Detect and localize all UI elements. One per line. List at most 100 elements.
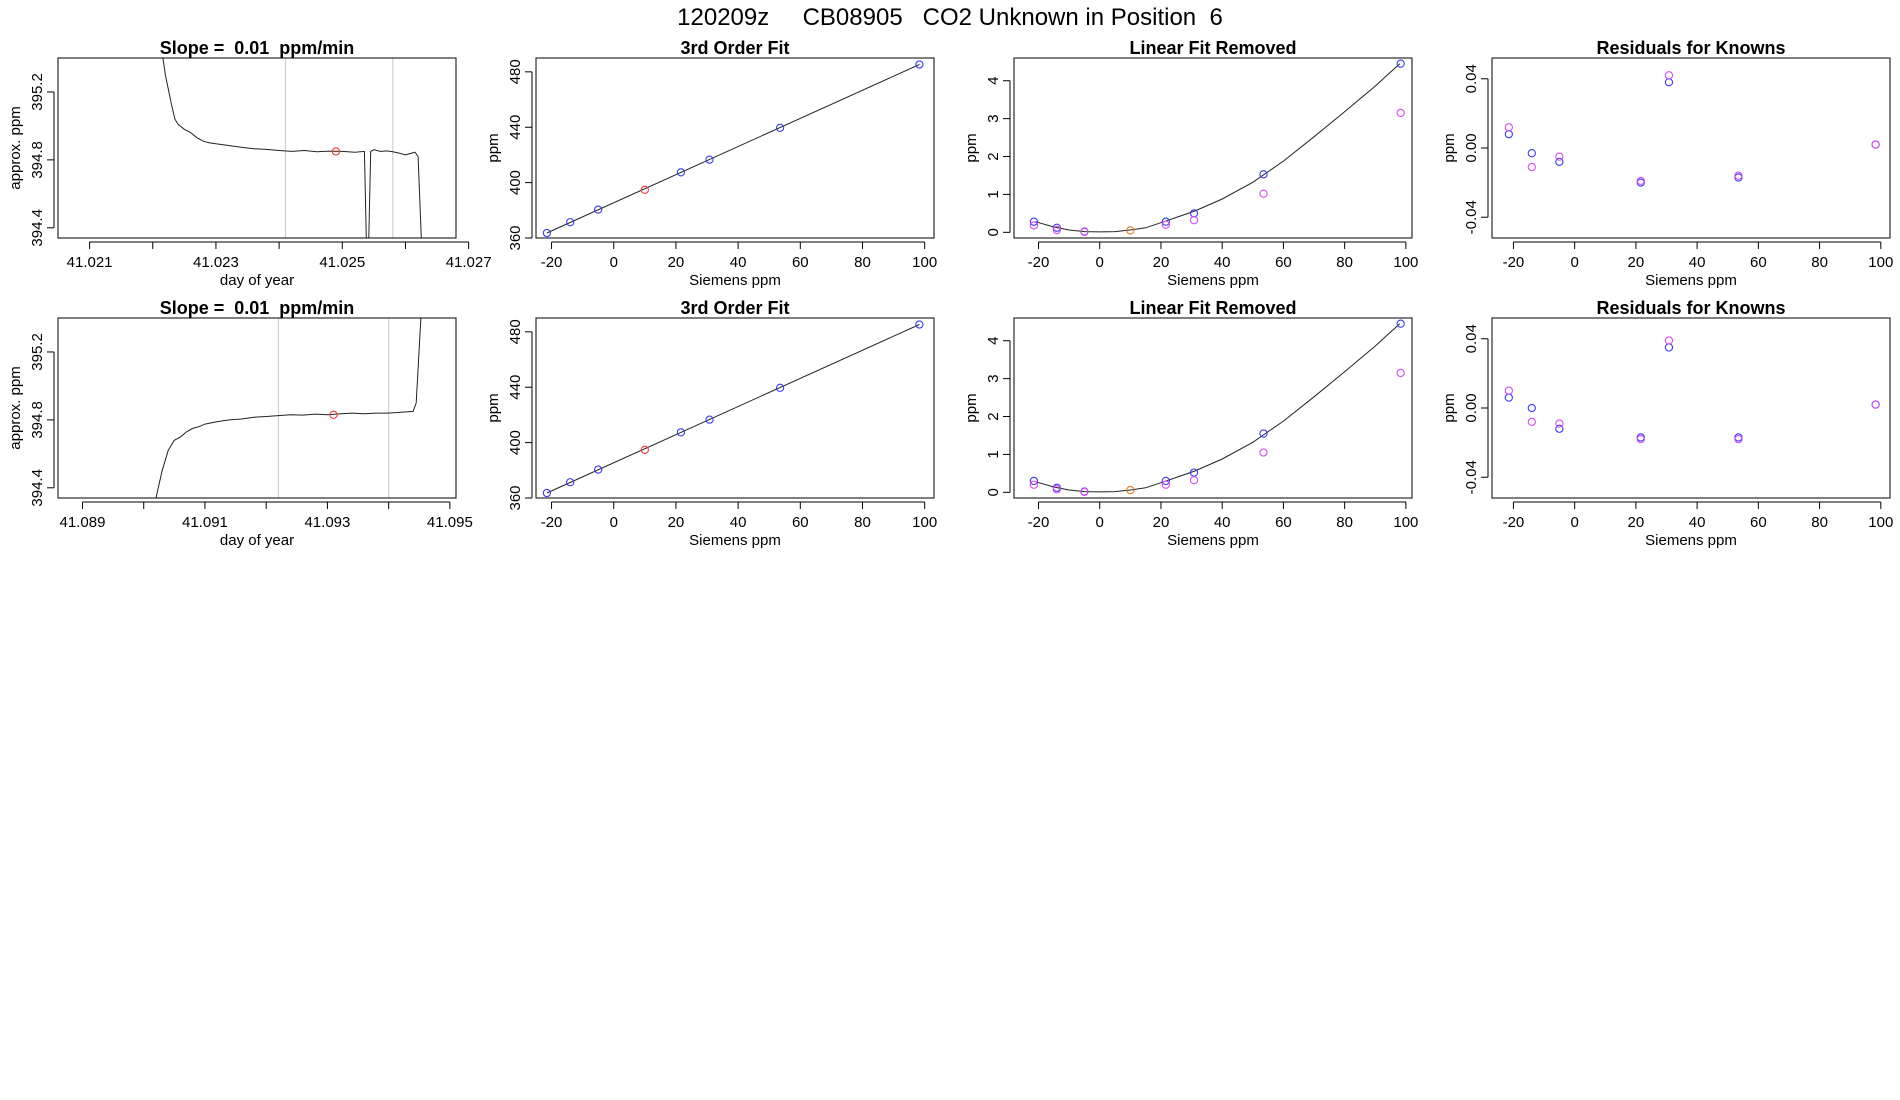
plot-area — [542, 320, 924, 498]
x-tick-label: 40 — [730, 514, 747, 531]
point-knowns-linear — [1396, 368, 1405, 378]
x-tick-label: 100 — [1393, 514, 1418, 531]
x-tick-label: 80 — [1336, 514, 1353, 531]
y-tick-label: 360 — [507, 225, 524, 250]
x-tick-label: 80 — [854, 514, 871, 531]
y-tick-label: 395.2 — [29, 333, 46, 371]
x-tick-label: -20 — [1503, 514, 1525, 531]
point-knowns — [705, 415, 714, 424]
point-residual-fit — [1504, 393, 1513, 402]
y-tick-label: -0.04 — [1463, 200, 1480, 234]
x-tick-label: 100 — [912, 254, 937, 271]
y-tick-label: 2 — [985, 152, 1002, 160]
y-tick-label: 2 — [985, 412, 1002, 420]
x-tick-label: 0 — [1570, 514, 1578, 531]
point-knowns-linear — [1189, 476, 1199, 485]
point-residual-fit — [1527, 149, 1536, 158]
point-knowns — [915, 60, 924, 69]
point-residual-alt — [1527, 162, 1536, 172]
point-knowns-fit — [1396, 59, 1405, 68]
x-axis-label: day of year — [220, 532, 294, 549]
point-residual-alt — [1871, 140, 1880, 149]
y-axis-label: ppm — [1441, 133, 1458, 162]
x-tick-label: 41.023 — [193, 254, 239, 271]
point-residual-alt — [1871, 400, 1880, 409]
chart-title: Linear Fit Removed — [1129, 298, 1296, 318]
x-tick-label: 20 — [668, 514, 685, 531]
fit-curve — [1035, 63, 1401, 233]
x-tick-label: 60 — [792, 254, 809, 271]
chart-title: 3rd Order Fit — [680, 298, 789, 318]
x-tick-label: 60 — [1750, 254, 1767, 271]
point-residual-fit — [1555, 424, 1564, 433]
point-knowns-fit — [1029, 476, 1039, 486]
point-knowns — [775, 383, 785, 392]
x-tick-label: 80 — [854, 254, 871, 271]
y-tick-label: 3 — [985, 374, 1002, 382]
y-tick-label: 440 — [507, 115, 524, 140]
x-tick-label: 100 — [912, 514, 937, 531]
x-tick-label: 40 — [1214, 514, 1231, 531]
point-knowns-fit — [1161, 217, 1171, 226]
y-tick-label: 0.00 — [1463, 393, 1480, 422]
y-tick-label: 4 — [985, 337, 1002, 345]
point-residual-alt — [1555, 152, 1564, 161]
y-axis-label: ppm — [963, 133, 980, 162]
x-tick-label: 41.091 — [182, 514, 228, 531]
point-knowns-linear — [1259, 189, 1268, 198]
x-tick-label: 60 — [1275, 514, 1292, 531]
x-axis-label: Siemens ppm — [1645, 272, 1737, 289]
chart-r1-fit: -20 0 20 40 60 80 100 Siemens ppm 360 400 440 480 pp… — [485, 38, 937, 289]
point-residual-alt — [1636, 435, 1645, 444]
x-tick-label: 80 — [1811, 254, 1828, 271]
y-tick-label: 0 — [985, 488, 1002, 496]
x-tick-label: 80 — [1336, 254, 1353, 271]
x-axis-label: Siemens ppm — [689, 532, 781, 549]
y-tick-label: 400 — [507, 430, 524, 455]
x-tick-label: -20 — [541, 254, 563, 271]
chart-r2-residuals: -20 0 20 40 60 80 100 Siemens ppm -0.04 0.00 0.04 p… — [1441, 298, 1893, 549]
point-highlight — [331, 147, 341, 156]
point-knowns-fit — [1259, 429, 1268, 438]
point-knowns — [594, 205, 603, 214]
point-knowns — [542, 228, 552, 238]
y-axis-label: ppm — [485, 393, 502, 422]
point-knowns-fit — [1052, 223, 1062, 232]
x-tick-label: -20 — [541, 514, 563, 531]
y-axis-label: ppm — [1441, 393, 1458, 422]
plot-frame — [57, 57, 457, 239]
fit-curve — [546, 64, 920, 234]
x-tick-label: 40 — [730, 254, 747, 271]
y-tick-label: 0.00 — [1463, 133, 1480, 162]
y-tick-label: 440 — [507, 375, 524, 400]
y-tick-label: 480 — [507, 59, 524, 84]
chart-r2-linear-removed: -20 0 20 40 60 80 100 Siemens ppm 0 1 2 3 4 ppm Linear… — [963, 298, 1418, 549]
y-tick-label: 394.4 — [29, 469, 46, 507]
point-knowns — [566, 218, 575, 227]
x-tick-label: 0 — [1570, 254, 1578, 271]
point-knowns-fit — [1396, 319, 1405, 328]
point-knowns-fit — [1029, 217, 1039, 226]
y-tick-label: 394.8 — [29, 401, 46, 439]
x-tick-label: 40 — [1214, 254, 1231, 271]
point-unknown — [1126, 485, 1135, 495]
plot-frame — [535, 317, 935, 499]
x-tick-label: 20 — [1628, 254, 1645, 271]
x-tick-label: 100 — [1393, 254, 1418, 271]
point-residual-alt — [1636, 176, 1645, 186]
point-knowns — [566, 478, 575, 487]
chart-title: Residuals for Knowns — [1596, 298, 1785, 318]
point-unknown — [640, 185, 649, 194]
chart-title: 3rd Order Fit — [680, 38, 789, 58]
x-tick-label: 41.093 — [304, 514, 350, 531]
y-tick-label: 394.4 — [29, 209, 46, 247]
x-tick-label: 20 — [1153, 254, 1170, 271]
x-axis-label: Siemens ppm — [1167, 272, 1259, 289]
y-tick-label: 1 — [985, 190, 1002, 198]
plot-frame — [1013, 57, 1413, 239]
x-tick-label: 41.021 — [67, 254, 113, 271]
chart-title: Residuals for Knowns — [1596, 38, 1785, 58]
point-knowns — [915, 320, 924, 329]
x-axis-label: Siemens ppm — [689, 272, 781, 289]
point-residual-alt — [1734, 435, 1743, 444]
